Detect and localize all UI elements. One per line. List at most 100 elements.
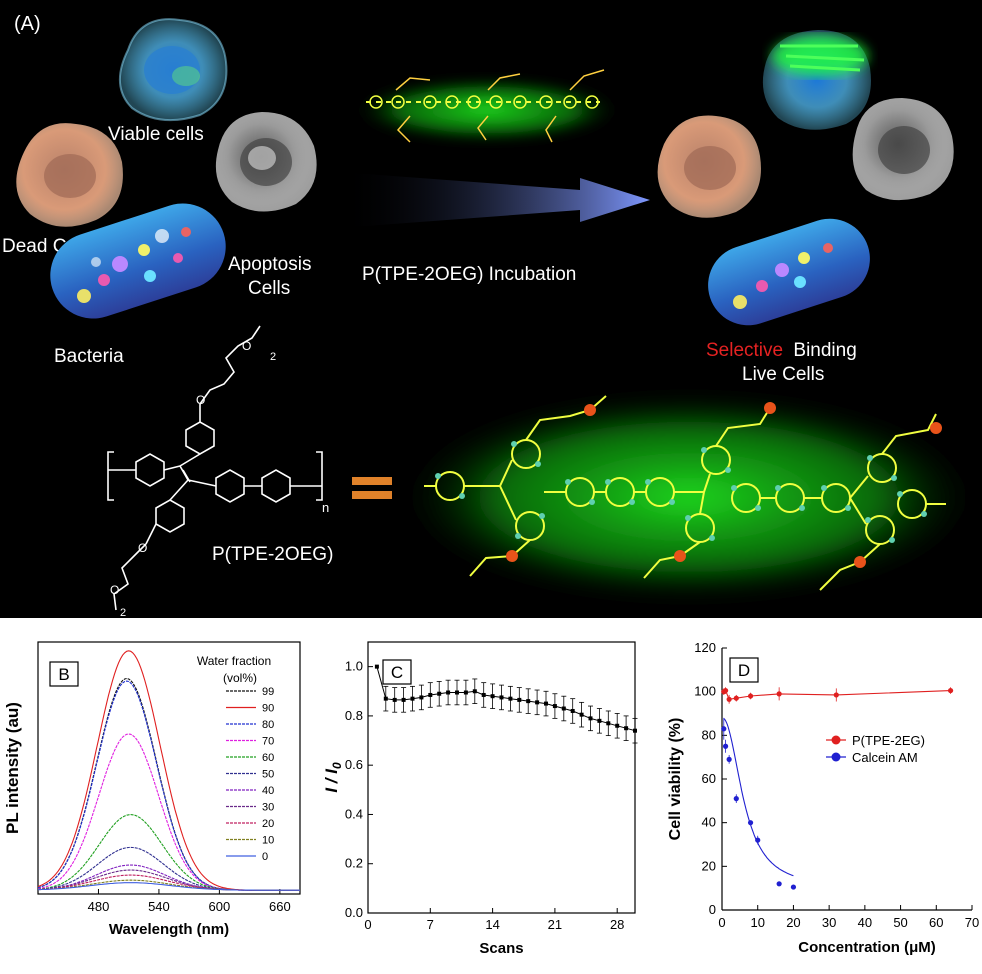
legend-entry: P(TPE-2EG) xyxy=(852,733,925,748)
data-point xyxy=(446,690,451,695)
x-tick-label: 7 xyxy=(427,917,434,932)
polymer-glow-small xyxy=(352,69,622,143)
x-tick-label: 40 xyxy=(858,915,872,930)
data-point xyxy=(437,691,442,696)
data-point xyxy=(481,692,486,697)
bacteria-illustration xyxy=(50,203,226,319)
y-tick-label: 0.8 xyxy=(345,708,363,723)
x-tick-label: 30 xyxy=(822,915,836,930)
x-tick-label: 60 xyxy=(929,915,943,930)
bacteria-right-illustration xyxy=(708,218,870,326)
data-point xyxy=(383,696,388,701)
spectrum-line-0 xyxy=(37,882,300,891)
x-tick-label: 0 xyxy=(718,915,725,930)
data-point xyxy=(544,701,548,706)
fit-line-1 xyxy=(723,718,794,877)
binding-word: Binding xyxy=(793,340,856,361)
dead-cell-right-illustration xyxy=(657,115,761,218)
legend-entry: 30 xyxy=(262,802,274,814)
svg-text:O: O xyxy=(196,393,205,407)
data-point xyxy=(597,718,602,723)
legend-entry: 99 xyxy=(262,686,274,698)
x-axis-label: Scans xyxy=(479,940,523,957)
legend-entry: 10 xyxy=(262,835,274,847)
legend-title-line2: (vol%) xyxy=(223,671,257,685)
svg-text:O: O xyxy=(242,339,251,353)
legend-entry: Calcein AM xyxy=(852,750,918,765)
y-tick-label: 120 xyxy=(694,640,716,655)
data-point xyxy=(490,694,495,699)
data-point xyxy=(633,728,637,733)
legend-entry: 60 xyxy=(262,752,274,764)
y-tick-label: 80 xyxy=(702,727,716,742)
selective-word: Selective xyxy=(706,340,783,361)
x-tick-label: 0 xyxy=(364,917,371,932)
data-line xyxy=(376,666,636,732)
viable-cell-stained-illustration xyxy=(762,30,871,130)
structure-subscript-2-top: 2 xyxy=(270,351,276,363)
data-point xyxy=(561,706,566,711)
data-point xyxy=(615,723,620,728)
data-point xyxy=(526,699,531,704)
svg-text:O: O xyxy=(138,541,147,555)
data-point xyxy=(463,690,468,695)
svg-text:O: O xyxy=(110,583,119,597)
x-axis-label: Concentration (μM) xyxy=(798,939,936,956)
legend-title-line1: Water fraction xyxy=(197,654,271,668)
data-point xyxy=(726,696,732,702)
x-tick-label: 50 xyxy=(893,915,907,930)
chemical-atoms: O O O O xyxy=(110,339,251,597)
y-axis-label-main: I / I xyxy=(325,768,341,793)
data-point xyxy=(508,696,513,701)
x-tick-label: 10 xyxy=(750,915,764,930)
apoptosis-cell-right-illustration xyxy=(852,98,954,201)
panel-label: B xyxy=(58,665,69,684)
apoptosis-label-line2: Cells xyxy=(248,278,290,299)
x-tick-label: 70 xyxy=(965,915,979,930)
panel-label: D xyxy=(738,661,750,680)
data-point xyxy=(722,687,729,694)
panel-label: C xyxy=(391,663,403,682)
viable-cells-label: Viable cells xyxy=(108,124,204,145)
data-point xyxy=(499,695,504,700)
panel-d-viability-chart: 0 10 20 30 40 50 60 70 0 20 40 60 80 100 120 Concentrat… xyxy=(667,640,979,956)
data-point xyxy=(401,697,406,702)
plot-frame xyxy=(367,641,636,914)
data-point xyxy=(606,721,611,726)
live-cells-label: Live Cells xyxy=(742,364,824,385)
data-point xyxy=(552,704,557,709)
data-point xyxy=(588,716,593,721)
data-point xyxy=(392,697,397,702)
y-axis-label-subscript: 0 xyxy=(330,762,344,769)
chemical-structure xyxy=(107,325,323,611)
x-tick-label: 600 xyxy=(209,899,231,914)
spectrum-line-30 xyxy=(37,869,300,891)
data-point xyxy=(776,881,782,887)
y-tick-label: 0.6 xyxy=(345,757,363,772)
data-point xyxy=(747,693,754,699)
data-point xyxy=(455,690,459,695)
legend-swatch-marker xyxy=(831,752,841,762)
legend-entry: 50 xyxy=(262,769,274,781)
x-tick-label: 28 xyxy=(610,917,624,932)
x-tick-label: 660 xyxy=(269,899,291,914)
y-tick-label: 20 xyxy=(702,858,716,873)
data-point xyxy=(755,837,761,843)
viable-cell-illustration xyxy=(118,18,228,122)
data-point xyxy=(790,884,797,890)
polymer-name-label: P(TPE-2OEG) xyxy=(212,544,333,565)
bacteria-label: Bacteria xyxy=(54,346,124,367)
legend-entry: 0 xyxy=(262,851,268,863)
y-tick-label: 0.2 xyxy=(345,856,363,871)
data-point xyxy=(419,695,424,700)
legend-entry: 40 xyxy=(262,785,274,797)
x-tick-label: 14 xyxy=(485,917,499,932)
legend-entry: 90 xyxy=(262,703,274,715)
data-point xyxy=(428,692,433,697)
plot-frame xyxy=(37,641,301,895)
data-point xyxy=(374,664,379,669)
legend-entry: 70 xyxy=(262,736,274,748)
